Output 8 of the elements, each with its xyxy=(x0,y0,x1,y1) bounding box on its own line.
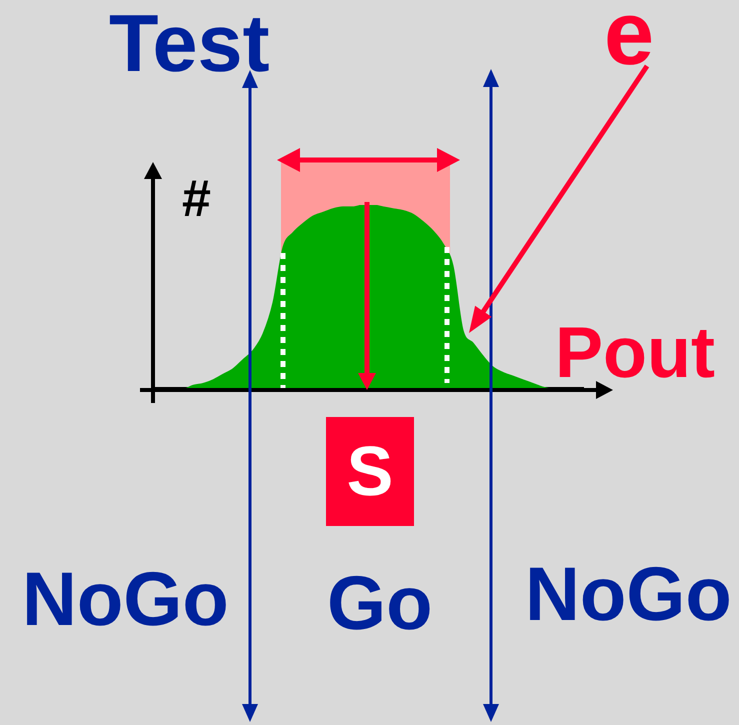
text: NoGo xyxy=(22,557,229,642)
text: NoGo xyxy=(525,552,732,637)
badge: S xyxy=(326,417,414,526)
text: Go xyxy=(327,561,433,646)
y-axis-title: # xyxy=(182,170,211,228)
text: e xyxy=(604,0,654,84)
text: Test xyxy=(109,0,270,89)
x-axis-title: Pout xyxy=(555,313,715,393)
